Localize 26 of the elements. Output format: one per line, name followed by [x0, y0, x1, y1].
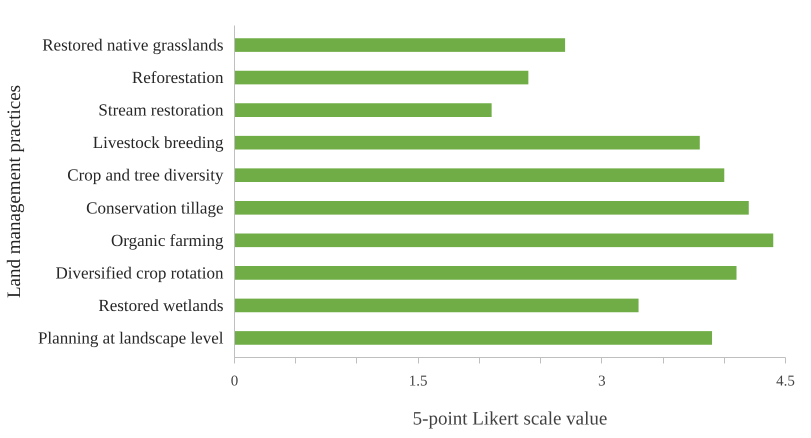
- y-tick-label: Conservation tillage: [86, 198, 224, 218]
- bar: [234, 200, 749, 215]
- y-tick-label: Diversified crop rotation: [55, 263, 224, 282]
- bar: [234, 103, 492, 117]
- x-axis-title: 5-point Likert scale value: [412, 408, 608, 430]
- x-tick-label: 0: [230, 374, 238, 390]
- bar: [234, 233, 774, 248]
- y-tick-label: Livestock breeding: [92, 133, 224, 152]
- x-tick-label: 1.5: [408, 374, 428, 390]
- y-tick-label: Planning at landscape level: [38, 328, 224, 348]
- y-tick-label: Restored native grasslands: [42, 36, 224, 55]
- x-tick-label: 4.5: [776, 374, 795, 390]
- bar: [234, 331, 712, 345]
- bar: [234, 266, 737, 280]
- bar: [234, 38, 566, 52]
- bar: [234, 168, 724, 182]
- bar: [234, 136, 700, 150]
- y-tick-label: Organic farming: [110, 230, 224, 250]
- y-tick-label: Reforestation: [132, 68, 224, 88]
- y-axis-title: Land management practices: [4, 84, 25, 298]
- bar: [234, 70, 528, 84]
- y-tick-label: Restored wetlands: [98, 296, 224, 315]
- y-tick-label: Stream restoration: [98, 100, 224, 120]
- bar: [234, 298, 639, 312]
- y-tick-label: Crop and tree diversity: [67, 166, 224, 185]
- x-tick-label: 3: [598, 374, 606, 390]
